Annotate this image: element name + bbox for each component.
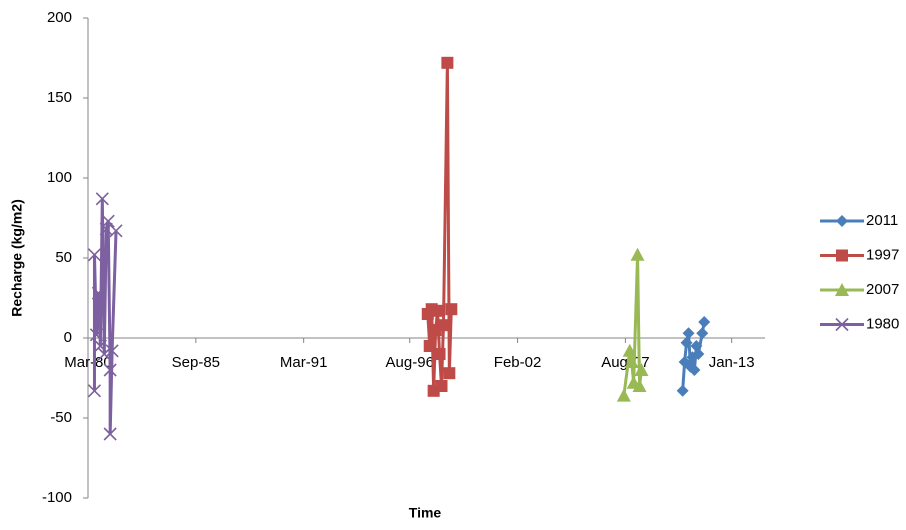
legend-label: 1980 xyxy=(866,315,899,332)
marker xyxy=(441,56,454,69)
marker xyxy=(105,344,119,358)
legend-label: 2011 xyxy=(866,212,898,229)
marker xyxy=(682,327,695,340)
marker xyxy=(690,340,703,352)
marker xyxy=(87,248,102,262)
marker xyxy=(445,303,458,316)
marker xyxy=(698,316,711,328)
y-tick-label: 100 xyxy=(47,169,72,186)
marker xyxy=(433,348,446,360)
marker xyxy=(97,347,111,361)
marker xyxy=(443,367,456,380)
marker xyxy=(89,328,103,342)
marker xyxy=(437,319,450,332)
marker xyxy=(624,355,639,368)
legend-marker xyxy=(836,249,848,262)
marker xyxy=(87,384,102,398)
y-tick-label: 200 xyxy=(47,9,72,26)
y-tick-label: -50 xyxy=(50,409,72,426)
marker xyxy=(103,363,117,377)
marker xyxy=(103,427,117,441)
y-tick-label: 0 xyxy=(64,329,72,346)
marker xyxy=(431,304,444,317)
marker xyxy=(692,348,705,360)
x-tick-label: Sep-85 xyxy=(172,354,220,371)
marker xyxy=(634,363,649,376)
marker xyxy=(101,214,115,228)
marker xyxy=(109,224,123,238)
marker xyxy=(680,336,693,349)
marker xyxy=(688,364,701,376)
marker xyxy=(91,286,105,300)
legend-marker xyxy=(835,283,849,296)
marker xyxy=(435,380,448,392)
y-axis-title: Recharge (kg/m2) xyxy=(9,199,25,316)
x-tick-label: Jan-13 xyxy=(709,354,755,371)
x-tick-label: Feb-02 xyxy=(494,354,542,371)
x-axis-title: Time xyxy=(409,505,442,521)
marker xyxy=(616,388,631,402)
marker xyxy=(93,339,107,353)
marker xyxy=(696,327,709,340)
x-tick-label: Mar-80 xyxy=(64,354,112,371)
y-tick-label: -100 xyxy=(42,489,72,506)
x-tick-label: Aug-96 xyxy=(386,354,434,371)
y-tick-label: 150 xyxy=(47,89,72,106)
legend-label: 1997 xyxy=(866,246,899,263)
marker xyxy=(622,343,637,357)
legend-marker xyxy=(836,215,848,227)
marker xyxy=(676,384,689,397)
legend-marker xyxy=(835,317,849,332)
y-tick-label: 50 xyxy=(55,249,72,266)
marker xyxy=(95,192,109,206)
legend-label: 2007 xyxy=(866,281,899,298)
marker xyxy=(630,247,645,261)
marker xyxy=(423,340,436,352)
marker xyxy=(632,379,647,392)
x-tick-label: Mar-91 xyxy=(280,354,328,371)
